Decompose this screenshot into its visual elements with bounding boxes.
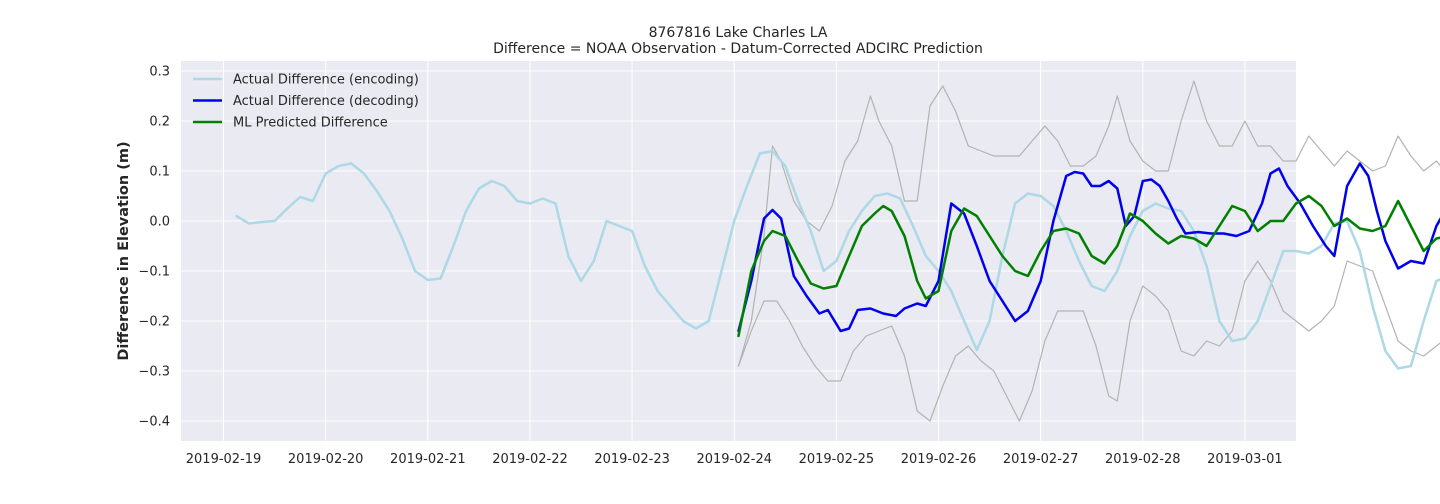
series-ml-predicted-difference [737, 194, 1440, 338]
y-tick-label: 0.2 [149, 115, 170, 130]
x-tick-label: 2019-02-25 [799, 452, 875, 467]
y-tick-label: 0.1 [149, 165, 170, 180]
y-tick-label: 0.0 [149, 215, 170, 230]
y-tick-label: −0.4 [138, 415, 170, 430]
legend: Actual Difference (encoding) Actual Diffe… [193, 73, 419, 131]
legend-label: Actual Difference (decoding) [233, 94, 419, 109]
legend-label: Actual Difference (encoding) [233, 73, 419, 88]
x-tick-label: 2019-02-27 [1003, 452, 1079, 467]
lower-bound-line [737, 260, 1440, 422]
x-tick-label: 2019-02-22 [492, 452, 568, 467]
upper-bound-line [737, 80, 1440, 367]
y-tick-label: −0.1 [138, 265, 170, 280]
series-layer [235, 80, 1440, 422]
y-tick-label: −0.3 [138, 365, 170, 380]
y-tick-label: −0.2 [138, 315, 170, 330]
x-tick-label: 2019-02-20 [288, 452, 364, 467]
x-tick-label: 2019-02-19 [186, 452, 262, 467]
x-tick-label: 2019-02-28 [1105, 452, 1181, 467]
chart-subtitle: Difference = NOAA Observation - Datum-Co… [493, 41, 983, 57]
chart-title: 8767816 Lake Charles LA [649, 25, 828, 41]
x-tick-label: 2019-02-21 [390, 452, 466, 467]
y-axis: −0.4 −0.3 −0.2 −0.1 0.0 0.1 0.2 0.3 [138, 65, 170, 430]
x-tick-label: 2019-02-23 [594, 452, 670, 467]
y-tick-label: 0.3 [149, 65, 170, 80]
plot-background [181, 61, 1296, 441]
x-tick-label: 2019-02-24 [696, 452, 772, 467]
y-axis-label: Difference in Elevation (m) [116, 141, 132, 360]
x-tick-label: 2019-03-01 [1207, 452, 1283, 467]
x-axis: 2019-02-19 2019-02-20 2019-02-21 2019-02-22… [186, 452, 1283, 467]
legend-label: ML Predicted Difference [233, 116, 388, 131]
series-actual-difference-decoding [737, 162, 1440, 333]
grid [181, 61, 1296, 441]
x-tick-label: 2019-02-26 [901, 452, 977, 467]
